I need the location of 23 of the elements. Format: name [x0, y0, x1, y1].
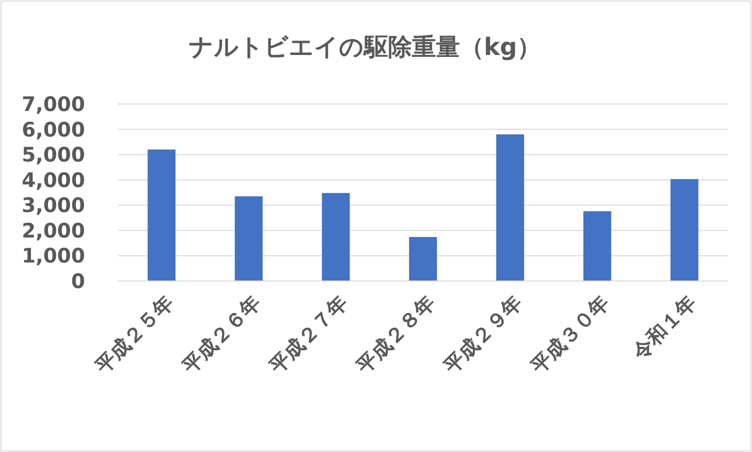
bar: [583, 211, 612, 281]
x-tick-label: 平成２９年: [438, 290, 527, 379]
x-tick-label: 平成２６年: [176, 290, 266, 379]
chart-title: ナルトビエイの駆除重量（kg）: [188, 33, 542, 61]
bar: [496, 134, 524, 281]
y-tick-label: 2,000: [22, 218, 85, 242]
bar: [234, 196, 263, 281]
y-tick-label: 0: [71, 269, 85, 293]
bar: [409, 237, 437, 281]
y-tick-label: 4,000: [22, 168, 85, 192]
x-tick-label: 平成２５年: [90, 290, 178, 379]
bar: [148, 150, 176, 281]
y-tick-label: 3,000: [22, 193, 85, 218]
x-tick-label: 平成２８年: [351, 290, 440, 379]
x-tick-label: 平成２７年: [264, 290, 352, 379]
x-tick-label: 平成３０年: [525, 290, 614, 379]
y-tick-label: 7,000: [22, 92, 85, 116]
y-tick-label: 1,000: [22, 244, 85, 268]
x-tick-label: 令和１年: [626, 290, 701, 365]
y-tick-label: 5,000: [22, 142, 85, 167]
bar: [670, 179, 698, 281]
y-tick-label: 6,000: [22, 117, 85, 142]
bar: [322, 193, 350, 281]
